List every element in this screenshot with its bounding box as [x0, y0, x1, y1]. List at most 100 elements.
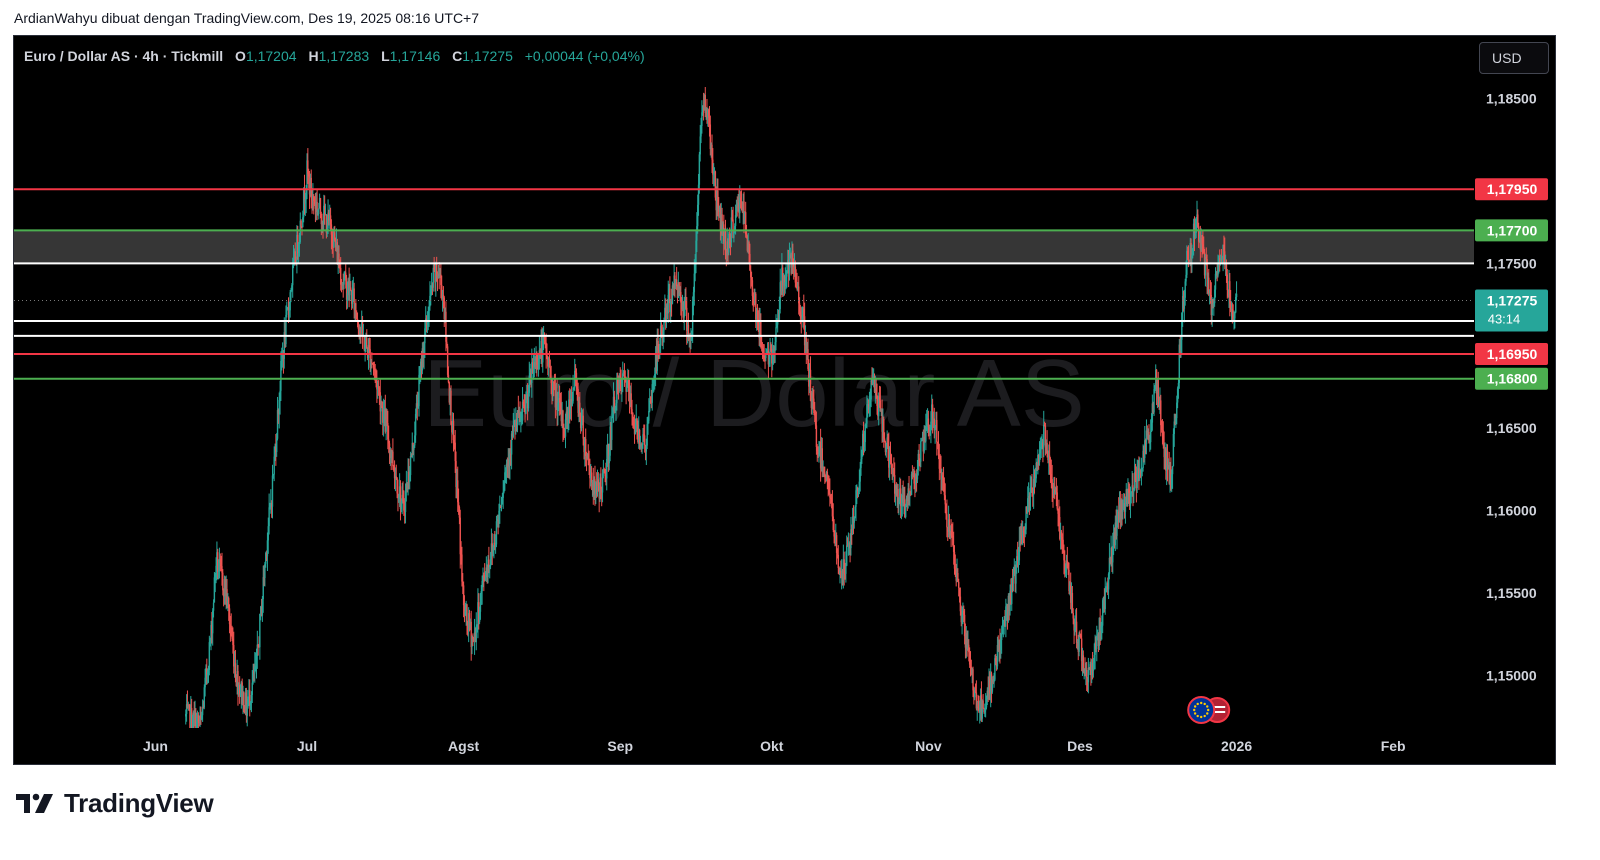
candle: [693, 273, 696, 293]
candle: [520, 412, 522, 422]
candle: [196, 715, 199, 719]
candle: [307, 160, 309, 175]
candles-layer: [185, 87, 1238, 728]
candle: [1155, 369, 1158, 394]
candle: [228, 608, 231, 625]
candle: [1109, 557, 1111, 563]
candle: [665, 305, 668, 319]
candle: [499, 506, 501, 511]
candle: [1048, 455, 1050, 461]
candle: [277, 410, 280, 414]
candle: [664, 307, 667, 319]
candle: [682, 302, 685, 318]
candle: [396, 477, 398, 494]
level-badge-resistance: [1475, 342, 1548, 365]
level-badge-label: 1,17950: [1487, 181, 1538, 197]
candle: [829, 492, 831, 498]
candle: [818, 454, 820, 456]
candle: [856, 488, 858, 491]
candle: [515, 419, 518, 425]
candle: [679, 291, 681, 294]
candle: [1095, 642, 1097, 650]
candle: [562, 410, 564, 429]
candle: [468, 613, 471, 629]
eu-flag-star: [1193, 712, 1197, 715]
candle: [1123, 503, 1126, 512]
candle: [1143, 450, 1145, 459]
tradingview-logo[interactable]: TradingView: [16, 788, 214, 819]
chart-canvas[interactable]: Euro / Dolar AS 1,185001,175001,165001,1…: [14, 36, 1555, 764]
candle: [957, 573, 959, 582]
candle: [708, 116, 711, 125]
candle: [995, 661, 998, 667]
candle: [417, 406, 419, 408]
chart-area[interactable]: Euro / Dolar AS 1,18500 1,17500 1,16500 1,1…: [13, 35, 1556, 765]
candle: [586, 453, 589, 459]
candle: [230, 627, 232, 636]
candle: [1113, 532, 1116, 546]
candle: [483, 575, 485, 577]
candle: [1189, 243, 1191, 261]
candle: [1091, 663, 1094, 671]
candle: [436, 275, 439, 279]
candle: [782, 267, 784, 285]
candle: [462, 585, 465, 606]
candle: [537, 365, 539, 370]
candle: [975, 692, 978, 709]
candle: [1024, 529, 1026, 534]
candle: [596, 479, 599, 488]
candle: [617, 383, 620, 389]
candle: [584, 438, 586, 453]
candle: [870, 380, 872, 400]
low-label: L: [381, 48, 390, 64]
candle: [328, 212, 330, 221]
candle: [559, 402, 562, 404]
candle: [388, 443, 391, 455]
candle: [1228, 281, 1230, 297]
candle: [645, 445, 648, 452]
candle: [914, 483, 916, 485]
candle: [933, 418, 935, 431]
candle: [1179, 344, 1181, 351]
candle: [1210, 294, 1213, 316]
levels-layer: [14, 188, 1474, 380]
symbol-title[interactable]: Euro / Dollar AS · 4h · Tickmill: [24, 48, 224, 64]
candle: [212, 610, 214, 634]
candle: [266, 540, 269, 557]
candle: [364, 344, 366, 350]
candle: [443, 297, 445, 320]
candle: [954, 568, 957, 576]
currency-button[interactable]: USD: [1479, 42, 1549, 74]
candle: [1187, 259, 1190, 261]
candle: [483, 576, 486, 580]
candle: [1043, 424, 1045, 448]
candle: [1057, 508, 1059, 514]
candle: [506, 463, 509, 468]
candle: [981, 700, 983, 719]
candle: [1235, 297, 1237, 313]
candle: [523, 404, 525, 406]
candle: [331, 234, 333, 243]
candle: [979, 709, 981, 712]
candle: [1231, 309, 1234, 315]
candle: [916, 469, 919, 480]
candle: [217, 570, 220, 572]
candle: [1015, 561, 1017, 584]
candle: [545, 342, 547, 355]
candle: [566, 411, 568, 421]
candle: [1101, 600, 1104, 626]
candle: [410, 456, 413, 458]
events-icons[interactable]: [1187, 696, 1231, 724]
candle: [1173, 421, 1175, 434]
candle: [900, 503, 903, 506]
candle: [412, 442, 414, 450]
candle: [1069, 585, 1071, 591]
candle: [533, 362, 536, 368]
candle: [743, 201, 745, 220]
candle: [728, 233, 730, 253]
candle: [324, 214, 327, 216]
candle: [262, 577, 264, 600]
candle: [1034, 478, 1037, 487]
candle: [866, 404, 868, 424]
candle: [1106, 583, 1108, 589]
